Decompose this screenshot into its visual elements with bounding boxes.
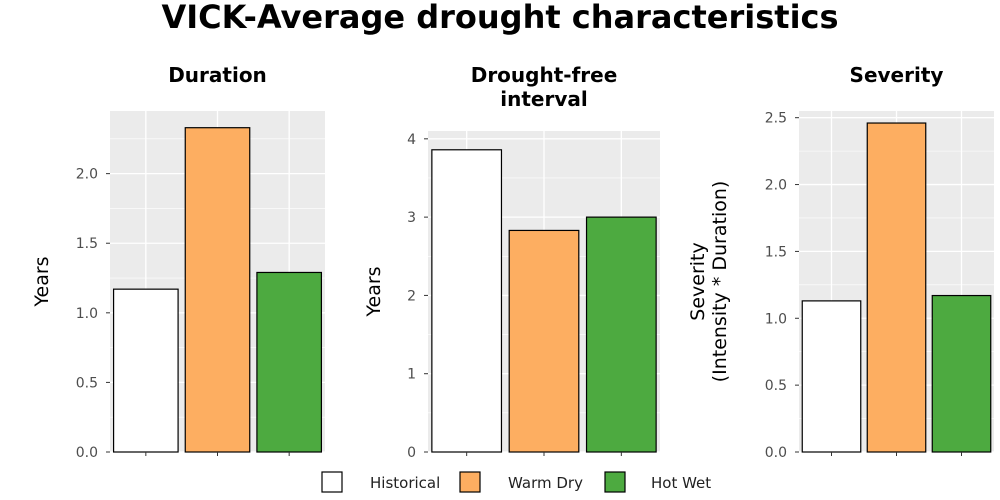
panel-title: interval (500, 87, 587, 111)
y-tick-label: 0.5 (76, 375, 98, 391)
y-tick-label: 0.0 (76, 445, 98, 461)
legend-label: Hot Wet (651, 474, 711, 492)
y-tick-label: 0 (407, 445, 416, 461)
legend-swatch (321, 471, 343, 493)
y-tick-label: 0.5 (765, 378, 787, 394)
y-tick-label: 1.5 (76, 236, 98, 252)
y-tick-label: 1.0 (765, 311, 787, 327)
y-tick-label: 2 (407, 288, 416, 304)
chart-panels: 0.0 0.5 1.0 1.5 2.0 Duration Years 0 1 2 3 4 Drought… (31, 63, 994, 461)
y-tick-label: 4 (407, 132, 416, 148)
y-tick-label: 1 (407, 367, 416, 383)
legend-item-warm-dry: Warm Dry (459, 471, 583, 493)
bar-historical (801, 300, 862, 453)
bar-hot-wet (256, 271, 323, 453)
chart-panel-1: 0.0 0.5 1.0 1.5 2.0 Duration Years (31, 63, 325, 461)
bar-warm-dry (508, 229, 580, 453)
main-title: VICK-Average drought characteristics (161, 0, 838, 36)
legend-swatch (459, 471, 481, 493)
bar-warm-dry (184, 127, 251, 453)
y-tick-label: 1.0 (76, 306, 98, 322)
panel-title: Drought-free (471, 63, 618, 87)
legend-item-historical: Historical (321, 471, 440, 493)
y-tick-label: 2.0 (765, 178, 787, 194)
legend-label: Historical (370, 474, 440, 492)
y-tick-label: 3 (407, 210, 416, 226)
bar-historical (112, 288, 179, 453)
y-tick-label: 2.5 (765, 111, 787, 127)
y-axis-label: (Intensity * Duration) (709, 181, 731, 383)
y-axis-label: Years (363, 266, 385, 317)
y-axis-label: Severity (687, 242, 709, 320)
y-tick-label: 0.0 (765, 445, 787, 461)
bar-historical (431, 149, 503, 453)
legend-swatch (604, 471, 626, 493)
legend-label: Warm Dry (508, 474, 583, 492)
bar-hot-wet (931, 294, 992, 453)
bar-hot-wet (585, 216, 657, 453)
bar-warm-dry (866, 122, 927, 453)
legend: Historical Warm Dry Hot Wet (321, 471, 711, 493)
panel-title: Duration (168, 63, 267, 87)
y-axis-label: Years (31, 256, 53, 307)
panel-title: Severity (850, 63, 944, 87)
y-tick-label: 1.5 (765, 244, 787, 260)
legend-item-hot-wet: Hot Wet (604, 471, 711, 493)
y-tick-label: 2.0 (76, 167, 98, 183)
